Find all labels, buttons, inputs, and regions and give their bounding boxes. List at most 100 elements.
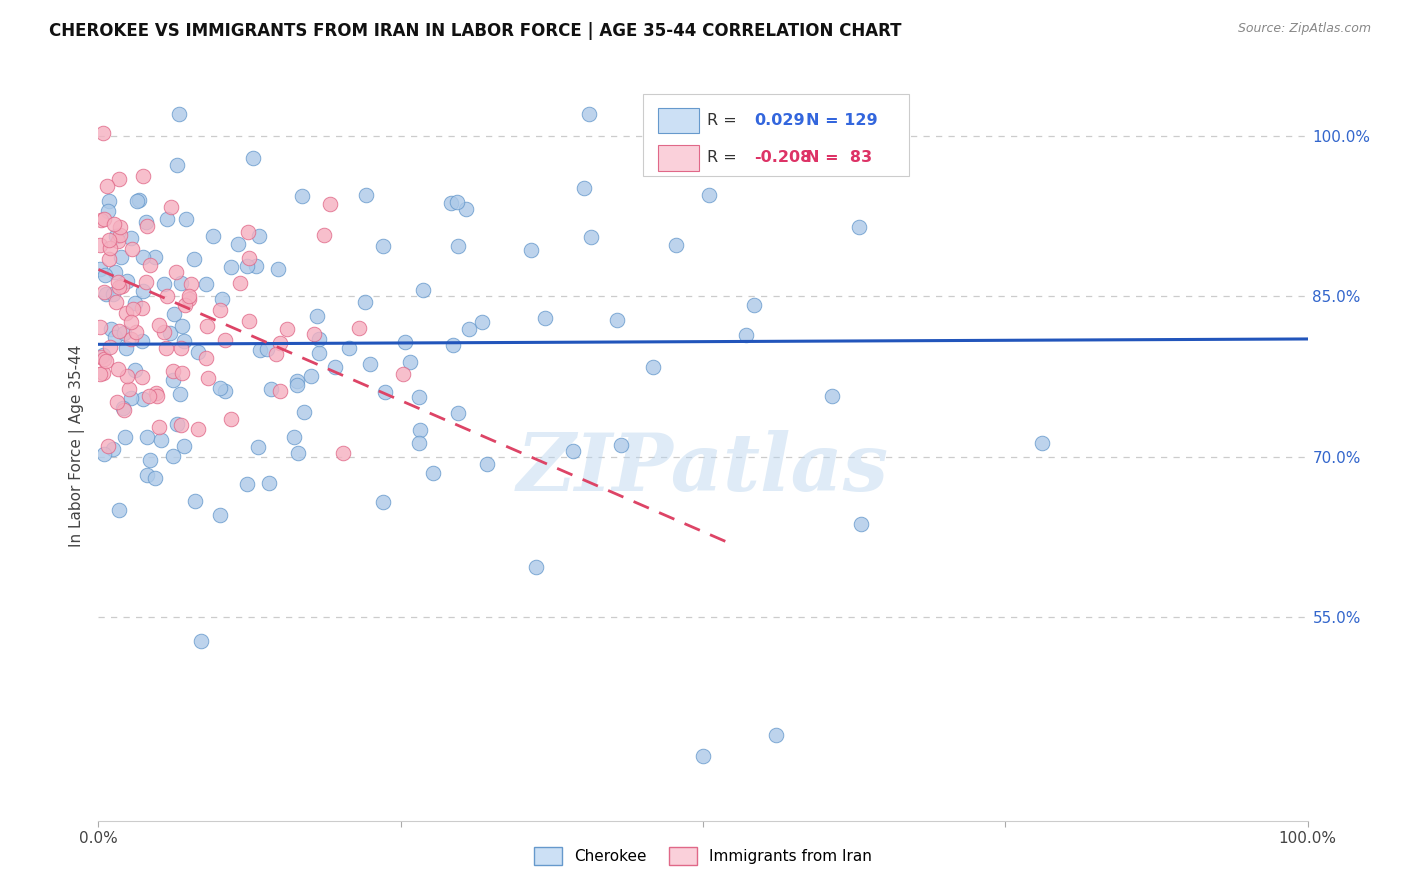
Point — [153, 325, 176, 339]
Point — [359, 357, 381, 371]
Point — [291, 189, 314, 203]
Point — [94, 268, 117, 282]
Point — [98, 340, 121, 354]
Point — [821, 388, 844, 402]
Point — [524, 560, 547, 574]
Point — [108, 227, 131, 242]
Point — [135, 215, 157, 229]
Point — [89, 319, 111, 334]
Point — [152, 277, 174, 291]
Point — [105, 294, 128, 309]
Point — [91, 126, 114, 140]
Point — [319, 197, 342, 211]
Point — [131, 301, 153, 315]
Point — [108, 280, 131, 294]
Point — [440, 195, 463, 210]
Point — [236, 225, 259, 239]
Point — [214, 384, 236, 398]
Point — [398, 354, 420, 368]
Point — [412, 283, 434, 297]
Point — [173, 298, 195, 312]
Point — [408, 390, 430, 404]
Legend: Cherokee, Immigrants from Iran: Cherokee, Immigrants from Iran — [529, 841, 877, 871]
Point — [610, 438, 633, 452]
Point — [89, 261, 111, 276]
Point — [115, 306, 138, 320]
Point — [148, 420, 170, 434]
Point — [304, 326, 326, 341]
Point — [202, 228, 225, 243]
Point — [135, 430, 157, 444]
Text: R =: R = — [707, 113, 741, 128]
Y-axis label: In Labor Force | Age 35-44: In Labor Force | Age 35-44 — [69, 345, 84, 547]
Point — [394, 335, 416, 350]
Point — [146, 389, 169, 403]
Point — [208, 508, 231, 522]
Point — [131, 334, 153, 348]
Point — [308, 346, 330, 360]
Point — [267, 262, 290, 277]
Point — [104, 265, 127, 279]
Point — [187, 345, 209, 359]
Point — [238, 251, 260, 265]
Point — [371, 238, 394, 252]
Point — [90, 212, 112, 227]
Point — [848, 220, 870, 235]
Point — [91, 366, 114, 380]
Point — [471, 315, 494, 329]
Point — [136, 219, 159, 233]
Point — [145, 386, 167, 401]
Point — [1031, 435, 1053, 450]
Point — [124, 363, 146, 377]
Point — [118, 382, 141, 396]
Point — [93, 285, 115, 300]
Point — [121, 242, 143, 256]
Point — [124, 295, 146, 310]
Point — [132, 285, 155, 299]
Point — [214, 333, 236, 347]
Point — [165, 265, 187, 279]
Point — [135, 276, 157, 290]
Point — [94, 354, 117, 368]
Point — [98, 241, 121, 255]
Point — [849, 516, 872, 531]
Point — [177, 293, 200, 307]
Point — [287, 446, 309, 460]
Point — [285, 374, 308, 388]
Point — [111, 278, 134, 293]
Point — [228, 277, 250, 291]
Point — [91, 348, 114, 362]
Point — [264, 347, 287, 361]
Point — [139, 453, 162, 467]
Point — [354, 295, 377, 310]
Point — [242, 151, 264, 165]
Point — [456, 202, 478, 216]
Point — [578, 107, 600, 121]
Point — [132, 169, 155, 183]
Point — [183, 252, 205, 266]
Point — [107, 172, 129, 186]
Point — [155, 289, 177, 303]
Point — [172, 366, 194, 380]
Point — [169, 107, 191, 121]
Point — [148, 318, 170, 332]
Point — [139, 259, 162, 273]
Point — [169, 276, 191, 290]
Point — [226, 236, 249, 251]
Point — [120, 332, 142, 346]
FancyBboxPatch shape — [643, 94, 908, 177]
Point — [112, 326, 135, 340]
Point — [422, 467, 444, 481]
Point — [374, 384, 396, 399]
Point — [159, 326, 181, 340]
Point — [89, 367, 111, 381]
Point — [174, 212, 197, 227]
Point — [131, 392, 153, 407]
Point — [120, 391, 142, 405]
Point — [105, 395, 128, 409]
Point — [108, 324, 131, 338]
Point — [643, 359, 665, 374]
Point — [115, 274, 138, 288]
Point — [211, 292, 233, 306]
Point — [208, 302, 231, 317]
